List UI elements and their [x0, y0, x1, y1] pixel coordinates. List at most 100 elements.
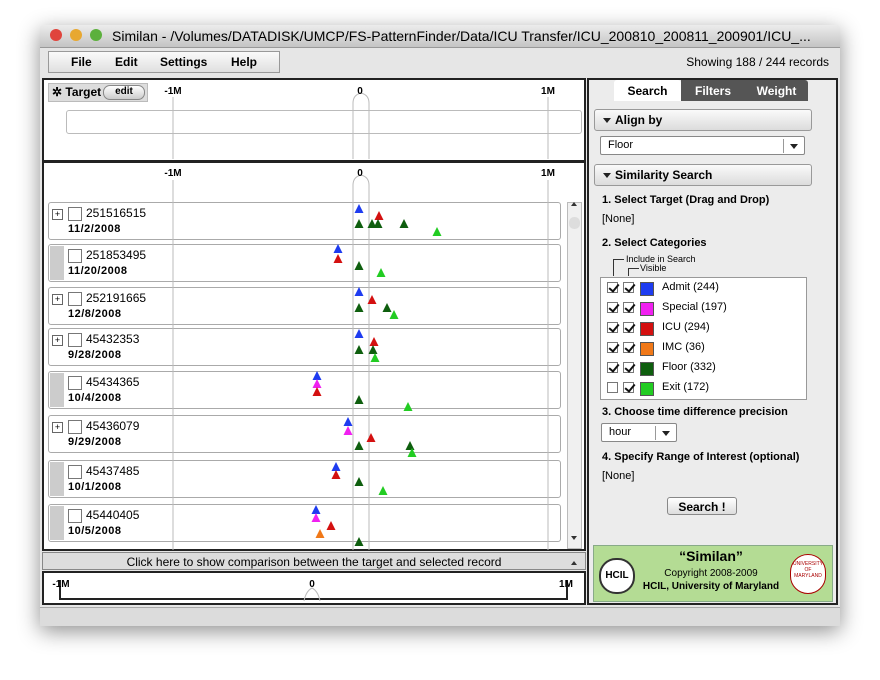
- minimize-button[interactable]: [70, 29, 82, 41]
- zero-tab: [352, 174, 370, 186]
- record-id: 251516515: [86, 206, 147, 220]
- color-swatch[interactable]: [640, 322, 654, 336]
- visible-checkbox[interactable]: [623, 302, 634, 313]
- visible-checkbox[interactable]: [623, 342, 634, 353]
- color-swatch[interactable]: [640, 382, 654, 396]
- record-row[interactable]: +252191665 12/8/2008: [48, 287, 561, 325]
- tab[interactable]: Filters: [681, 80, 745, 101]
- target-header: ✲ Target edit: [48, 83, 148, 102]
- include-checkbox[interactable]: [607, 342, 618, 353]
- window: Similan - /Volumes/DATADISK/UMCP/FS-Patt…: [40, 25, 840, 626]
- record-id: 45434365: [86, 375, 140, 389]
- logo-name: “Similan”: [679, 548, 743, 564]
- record-id: 45437485: [86, 464, 140, 478]
- record-checkbox[interactable]: [68, 509, 82, 523]
- record-date: 9/28/2008: [68, 349, 122, 361]
- status-bar: [40, 607, 840, 626]
- edit-button[interactable]: edit: [103, 85, 145, 100]
- timelines: -1M 0 1M -1M 0 1M -1M 0 1M: [52, 86, 577, 602]
- target-value: [None]: [602, 213, 635, 225]
- tab[interactable]: Weight: [745, 80, 808, 101]
- category-list: Admit (244) Special (197) ICU (294) IMC (36…: [600, 277, 807, 400]
- record-checkbox[interactable]: [68, 376, 82, 390]
- menu-bar: File Edit Settings Help: [48, 51, 280, 73]
- visible-checkbox[interactable]: [623, 322, 634, 333]
- record-checkbox[interactable]: [68, 249, 82, 263]
- umd-seal: UNIVERSITY OF MARYLAND: [790, 554, 826, 594]
- visible-label: Visible: [640, 263, 667, 273]
- overview-panel: [42, 571, 586, 605]
- record-row[interactable]: 251853495 11/20/2008: [48, 244, 561, 282]
- step-label: 2. Select Categories: [602, 237, 707, 249]
- precision-dropdown[interactable]: hour: [601, 423, 677, 442]
- visible-checkbox[interactable]: [623, 282, 634, 293]
- include-checkbox[interactable]: [607, 362, 618, 373]
- align-dropdown[interactable]: Floor: [600, 136, 805, 155]
- tab-selected[interactable]: Search: [614, 80, 681, 101]
- record-row[interactable]: +251516515 11/2/2008: [48, 202, 561, 240]
- range-value: [None]: [602, 470, 635, 482]
- category-label: Special (197): [662, 301, 727, 313]
- color-swatch[interactable]: [640, 362, 654, 376]
- axis-label: 1M: [559, 579, 573, 590]
- logo: HCIL “Similan” Copyright 2008-2009 HCIL,…: [593, 545, 833, 602]
- zoom-button[interactable]: [90, 29, 102, 41]
- record-row[interactable]: +45432353 9/28/2008: [48, 328, 561, 366]
- color-swatch[interactable]: [640, 282, 654, 296]
- record-checkbox[interactable]: [68, 465, 82, 479]
- scrollbar[interactable]: [567, 202, 582, 549]
- menu-item[interactable]: File: [71, 55, 92, 69]
- comparison-bar[interactable]: Click here to show comparison between th…: [42, 552, 586, 570]
- include-checkbox[interactable]: [607, 302, 618, 313]
- row-handle: [50, 373, 64, 407]
- status-text: Showing 188 / 244 records: [686, 55, 829, 69]
- section-header[interactable]: Similarity Search: [594, 164, 812, 186]
- record-checkbox[interactable]: [68, 207, 82, 221]
- include-checkbox[interactable]: [607, 282, 618, 293]
- expand-button[interactable]: +: [52, 294, 63, 305]
- visible-checkbox[interactable]: [623, 362, 634, 373]
- scroll-arrows[interactable]: [571, 202, 577, 565]
- expand-button[interactable]: +: [52, 422, 63, 433]
- visible-checkbox[interactable]: [623, 382, 634, 393]
- record-checkbox[interactable]: [68, 420, 82, 434]
- bracket: [628, 268, 639, 276]
- record-date: 11/2/2008: [68, 223, 121, 235]
- menu-item[interactable]: Edit: [115, 55, 138, 69]
- logo-copyright: Copyright 2008-2009: [664, 568, 758, 579]
- record-date: 9/29/2008: [68, 436, 122, 448]
- include-checkbox[interactable]: [607, 322, 618, 333]
- expand-button[interactable]: +: [52, 209, 63, 220]
- record-row[interactable]: 45434365 10/4/2008: [48, 371, 561, 409]
- axis-label: 0: [357, 168, 363, 179]
- record-row[interactable]: +45436079 9/29/2008: [48, 415, 561, 453]
- record-date: 10/4/2008: [68, 392, 122, 404]
- record-checkbox[interactable]: [68, 292, 82, 306]
- include-checkbox[interactable]: [607, 382, 618, 393]
- record-row[interactable]: 45437485 10/1/2008: [48, 460, 561, 498]
- color-swatch[interactable]: [640, 342, 654, 356]
- expand-button[interactable]: +: [52, 335, 63, 346]
- section-header[interactable]: Align by: [594, 109, 812, 131]
- record-date: 10/5/2008: [68, 525, 122, 537]
- axis-label: -1M: [164, 86, 181, 97]
- include-label: Include in Search: [626, 254, 696, 264]
- hcil-logo: HCIL: [599, 558, 635, 594]
- axis-label: -1M: [164, 168, 181, 179]
- record-checkbox[interactable]: [68, 333, 82, 347]
- menu-item[interactable]: Settings: [160, 55, 208, 69]
- record-id: 251853495: [86, 248, 147, 262]
- record-id: 252191665: [86, 291, 147, 305]
- category-label: Exit (172): [662, 381, 710, 393]
- color-swatch[interactable]: [640, 302, 654, 316]
- record-id: 45440405: [86, 508, 140, 522]
- close-button[interactable]: [50, 29, 62, 41]
- scroll-thumb[interactable]: [569, 217, 580, 229]
- step-label: 4. Specify Range of Interest (optional): [602, 451, 800, 463]
- record-row[interactable]: 45440405 10/5/2008: [48, 504, 561, 542]
- row-handle: [50, 246, 64, 280]
- search-button[interactable]: Search !: [667, 497, 737, 515]
- menu-item[interactable]: Help: [231, 55, 258, 69]
- title-bar: Similan - /Volumes/DATADISK/UMCP/FS-Patt…: [40, 25, 840, 48]
- row-handle: [50, 506, 64, 540]
